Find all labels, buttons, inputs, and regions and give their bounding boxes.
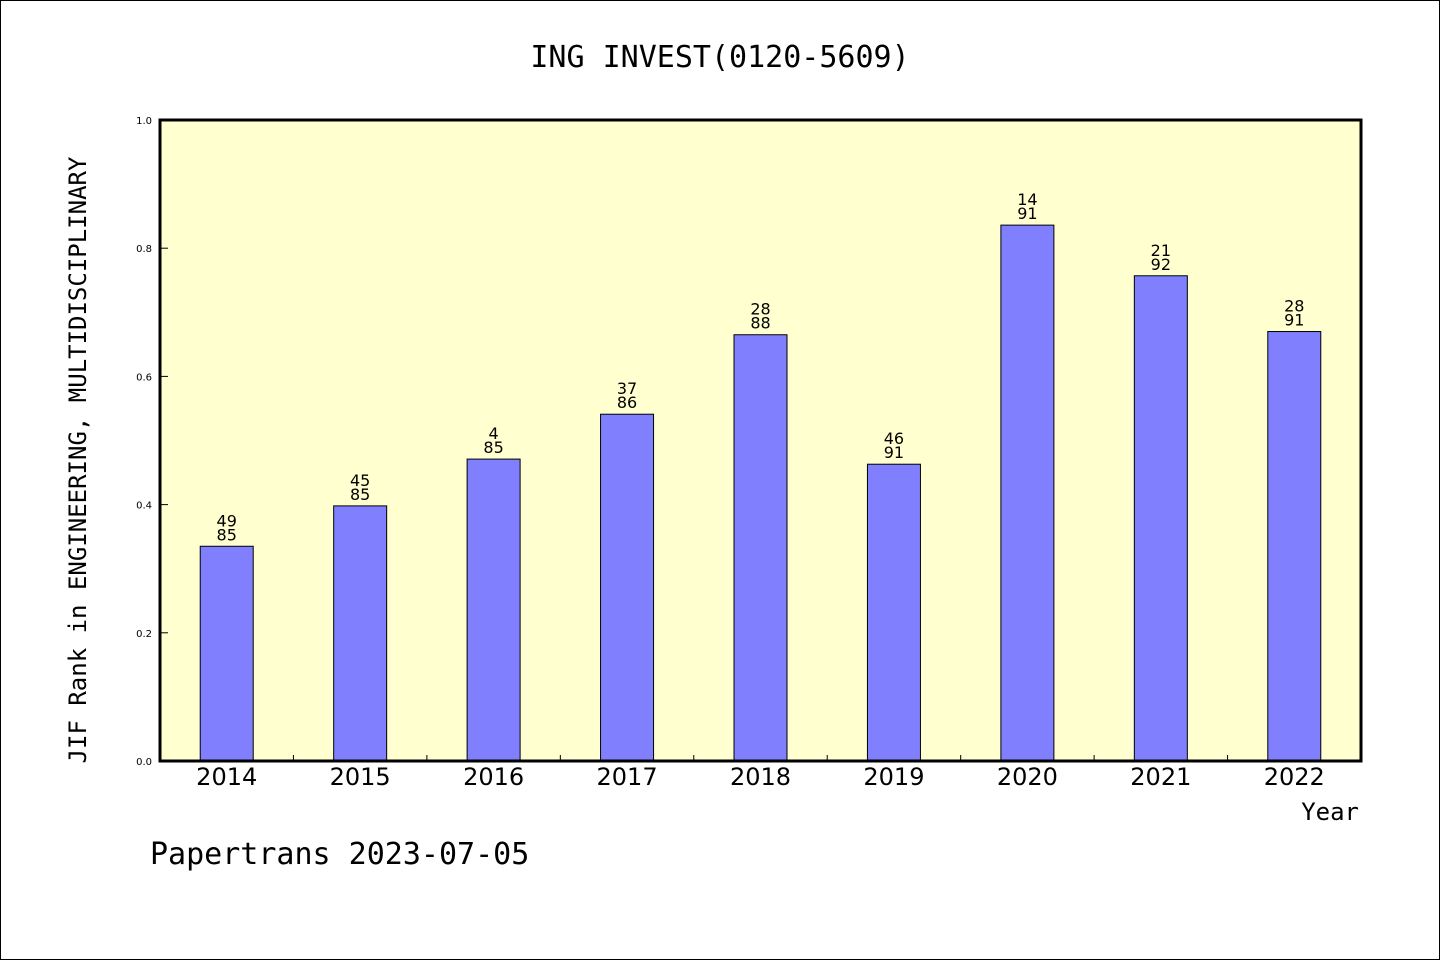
bar-label-rank: 4 bbox=[489, 424, 499, 443]
bar-2018 bbox=[733, 334, 788, 762]
y-tick-label: 0.6 bbox=[136, 372, 152, 383]
bar-label-total: 91 bbox=[884, 443, 904, 462]
x-tick-label: 2015 bbox=[330, 763, 391, 791]
y-tick-label: 0.0 bbox=[136, 757, 152, 768]
bar-label-rank: 21 bbox=[1151, 241, 1171, 260]
bar-2016 bbox=[466, 458, 521, 762]
bar-label-rank: 28 bbox=[1284, 297, 1304, 316]
bar-label-total: 91 bbox=[1284, 311, 1304, 330]
chart-title: ING INVEST(0120-5609) bbox=[530, 40, 909, 75]
bar-2020 bbox=[1000, 224, 1055, 762]
bar-label-total: 92 bbox=[1151, 255, 1171, 274]
bar-label-rank: 28 bbox=[750, 300, 770, 319]
bar-2014 bbox=[199, 545, 254, 762]
plot-border bbox=[158, 118, 1363, 763]
x-tick-label: 2017 bbox=[597, 763, 658, 791]
x-tick-label: 2019 bbox=[863, 763, 924, 791]
bars bbox=[199, 224, 1322, 762]
bar-2019 bbox=[866, 463, 921, 762]
x-tick-label: 2018 bbox=[730, 763, 791, 791]
bar-2022 bbox=[1267, 331, 1322, 762]
bar-label-total: 85 bbox=[350, 485, 370, 504]
bar-label-rank: 37 bbox=[617, 379, 637, 398]
bar-2017 bbox=[600, 413, 655, 762]
y-axis-label: JIF Rank in ENGINEERING, MULTIDISCIPLINA… bbox=[64, 156, 92, 763]
footer-credit: Papertrans 2023-07-05 bbox=[150, 837, 529, 872]
x-axis: 2014 2015 2016 2017 2018 2019 2020 2021 2022 bbox=[196, 755, 1325, 791]
x-tick-label: 2021 bbox=[1130, 763, 1191, 791]
bar-label-total: 85 bbox=[483, 438, 503, 457]
x-tick-label: 2020 bbox=[997, 763, 1058, 791]
x-tick-label: 2016 bbox=[463, 763, 524, 791]
y-tick-label: 0.4 bbox=[136, 501, 152, 512]
bar-label-total: 86 bbox=[617, 393, 637, 412]
x-tick-label: 2022 bbox=[1264, 763, 1325, 791]
y-tick-label: 0.8 bbox=[136, 244, 152, 255]
bar-label-rank: 49 bbox=[217, 511, 237, 530]
bar-2015 bbox=[333, 505, 388, 762]
bar-label-total: 85 bbox=[217, 525, 237, 544]
bar-2021 bbox=[1133, 275, 1188, 762]
bar-label-rank: 14 bbox=[1017, 190, 1037, 209]
x-axis-label: Year bbox=[1301, 798, 1359, 826]
bar-label-total: 88 bbox=[750, 314, 770, 333]
bar-label-total: 91 bbox=[1017, 204, 1037, 223]
x-tick-label: 2014 bbox=[196, 763, 257, 791]
y-tick-label: 1.0 bbox=[136, 116, 152, 127]
y-tick-label: 0.2 bbox=[136, 629, 152, 640]
bar-label-rank: 46 bbox=[884, 429, 904, 448]
bar-label-rank: 45 bbox=[350, 471, 370, 490]
